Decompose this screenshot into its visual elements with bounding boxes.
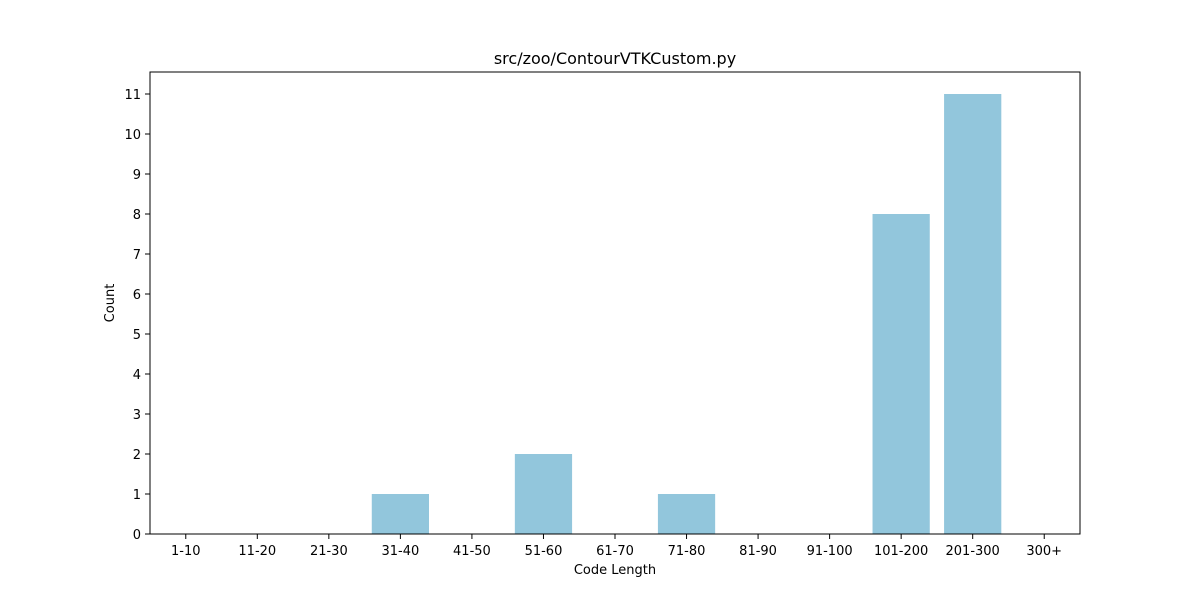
x-tick-label: 41-50 bbox=[453, 544, 491, 559]
chart-title: src/zoo/ContourVTKCustom.py bbox=[494, 49, 736, 68]
y-tick-label: 0 bbox=[133, 528, 141, 543]
bar-201-300 bbox=[944, 94, 1002, 534]
x-tick-label: 31-40 bbox=[381, 544, 419, 559]
y-tick-label: 3 bbox=[133, 408, 141, 423]
x-tick-label: 21-30 bbox=[310, 544, 348, 559]
bars-group bbox=[371, 94, 1002, 534]
y-axis-ticks: 0 1 2 3 4 5 6 7 8 9 10 11 bbox=[124, 88, 150, 543]
x-tick-label: 51-60 bbox=[525, 544, 563, 559]
x-tick-label: 71-80 bbox=[668, 544, 706, 559]
bar-31-40 bbox=[371, 494, 429, 534]
x-tick-label: 101-200 bbox=[874, 544, 928, 559]
y-tick-label: 2 bbox=[133, 448, 141, 463]
y-tick-label: 1 bbox=[133, 488, 141, 503]
x-tick-label: 1-10 bbox=[171, 544, 201, 559]
y-tick-label: 7 bbox=[133, 248, 141, 263]
y-tick-label: 10 bbox=[124, 128, 141, 143]
x-axis-ticks: 1-10 11-20 21-30 31-40 41-50 51-60 61-70 71-80 8… bbox=[171, 534, 1062, 559]
y-tick-label: 4 bbox=[133, 368, 141, 383]
plot-frame bbox=[149, 71, 1081, 535]
bar-51-60 bbox=[514, 454, 573, 534]
x-tick-label: 61-70 bbox=[596, 544, 634, 559]
y-tick-label: 9 bbox=[133, 168, 141, 183]
y-tick-label: 6 bbox=[133, 288, 141, 303]
bar-101-200 bbox=[872, 214, 930, 534]
x-tick-label: 201-300 bbox=[946, 544, 1000, 559]
y-tick-label: 8 bbox=[133, 208, 141, 223]
x-tick-label: 11-20 bbox=[238, 544, 276, 559]
y-tick-label: 5 bbox=[133, 328, 141, 343]
x-axis-label: Code Length bbox=[574, 563, 656, 578]
bar-71-80 bbox=[657, 494, 716, 534]
x-tick-label: 300+ bbox=[1026, 544, 1062, 559]
y-axis-label: Count bbox=[103, 284, 118, 323]
x-tick-label: 91-100 bbox=[807, 544, 853, 559]
x-tick-label: 81-90 bbox=[739, 544, 777, 559]
y-tick-label: 11 bbox=[124, 88, 141, 103]
